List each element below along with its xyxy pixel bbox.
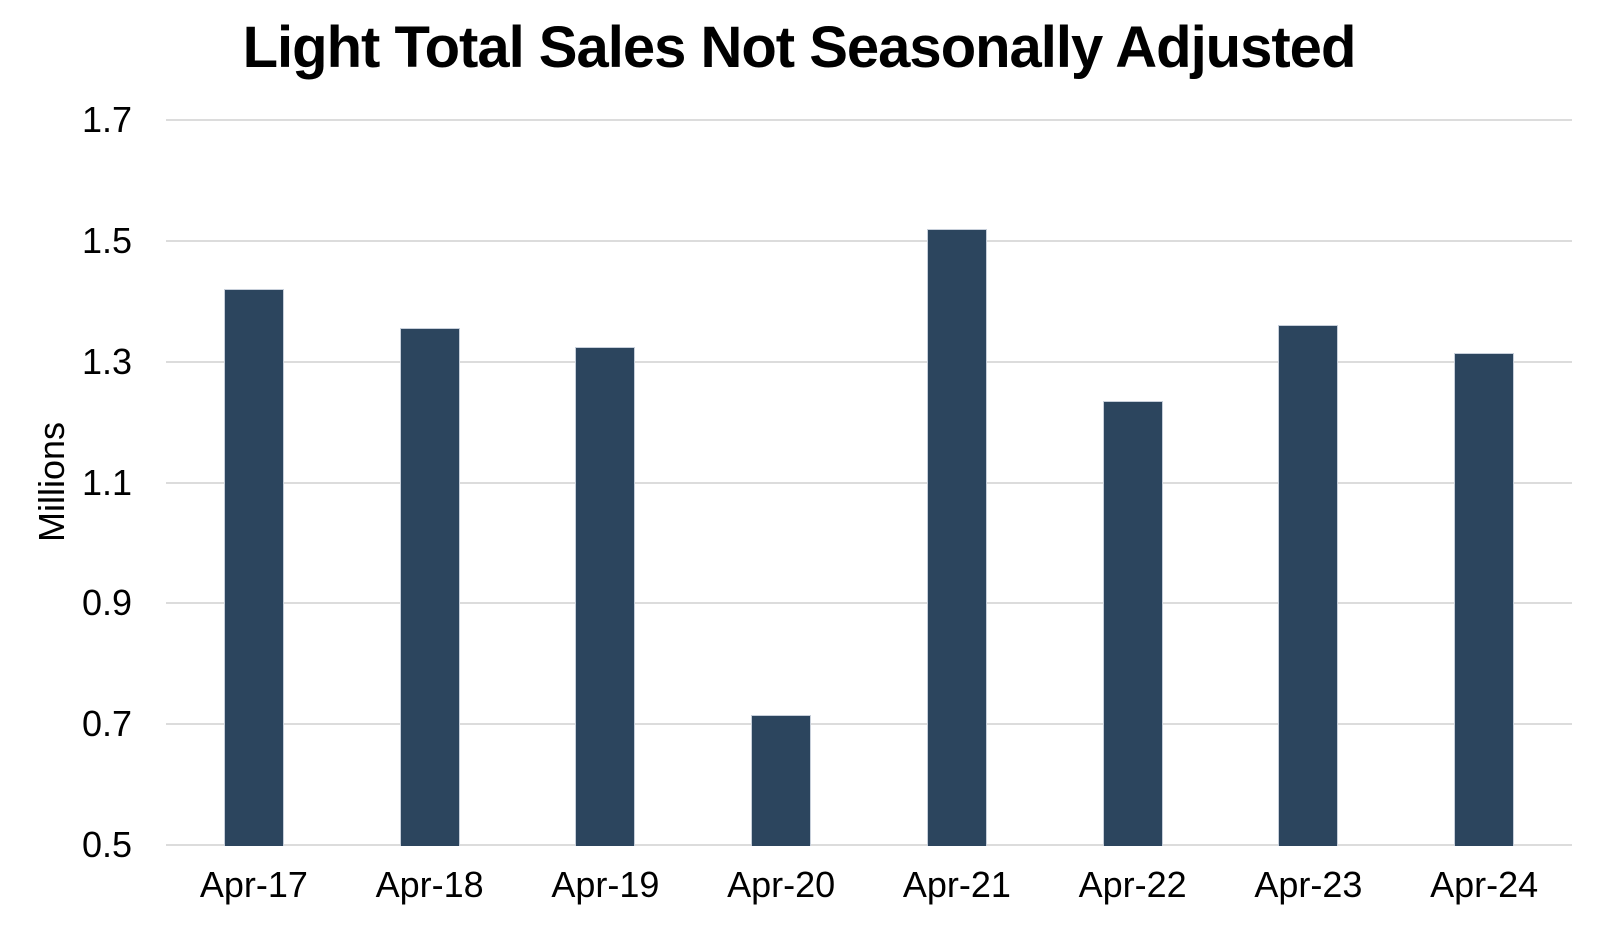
y-tick-label: 0.7 <box>81 703 132 745</box>
x-axis-label: Apr-17 <box>199 864 308 905</box>
gridline <box>166 239 1572 242</box>
bar-apr-18 <box>399 328 460 846</box>
gridline <box>166 360 1572 363</box>
bar-apr-20 <box>751 715 812 846</box>
y-tick-label: 0.9 <box>81 582 132 624</box>
gridline <box>166 723 1572 726</box>
y-tick-label: 0.5 <box>81 824 132 865</box>
x-axis-label: Apr-19 <box>551 864 660 905</box>
x-axis-label: Apr-20 <box>727 864 836 905</box>
gridline <box>166 602 1572 605</box>
y-tick-label: 1.1 <box>81 461 132 503</box>
x-axis-label: Apr-22 <box>1078 864 1187 905</box>
x-axis-label: Apr-18 <box>375 864 484 905</box>
x-axis-label: Apr-23 <box>1254 864 1363 905</box>
y-tick-label: 1.7 <box>81 99 132 140</box>
bar-apr-22 <box>1102 400 1163 846</box>
bar-apr-23 <box>1278 325 1339 846</box>
y-tick-label: 1.5 <box>81 219 132 261</box>
gridline <box>166 844 1572 846</box>
chart-title: Light Total Sales Not Seasonally Adjuste… <box>242 15 1357 80</box>
bar-apr-21 <box>926 228 987 846</box>
x-axis-label: Apr-24 <box>1430 864 1539 905</box>
y-tick-label: 1.3 <box>81 340 132 382</box>
bar-apr-19 <box>575 346 636 846</box>
gridline <box>166 119 1572 121</box>
bar-apr-17 <box>223 289 284 846</box>
gridline <box>166 481 1572 484</box>
bar-apr-24 <box>1454 352 1515 846</box>
x-axis-label: Apr-21 <box>902 864 1011 905</box>
